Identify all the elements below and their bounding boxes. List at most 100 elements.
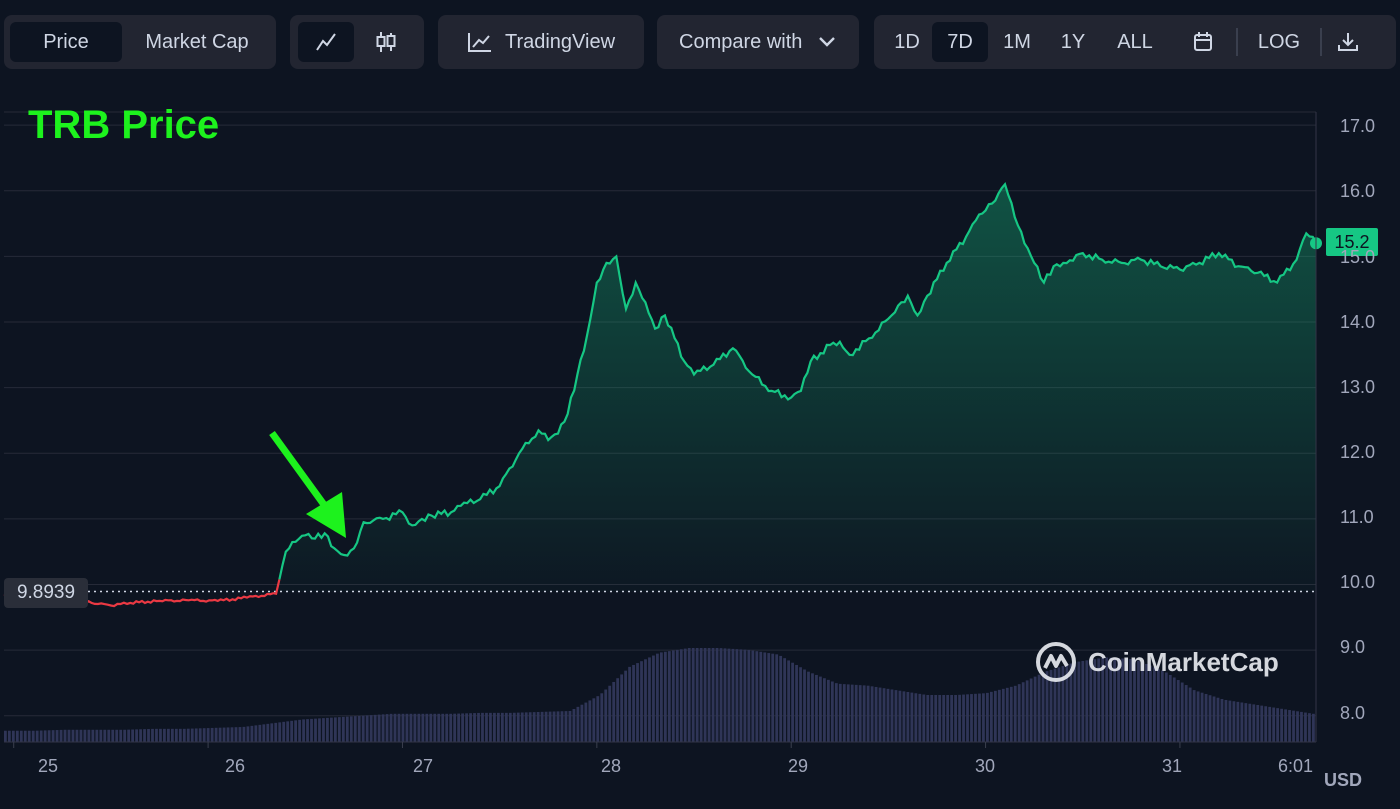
volume-bar [616,678,620,742]
tradingview-group: TradingView [438,15,644,69]
volume-bar [1280,708,1284,742]
volume-bar [556,711,560,742]
volume-bar [15,730,19,742]
range-1y-button[interactable]: 1Y [1060,30,1086,53]
volume-bar [238,727,242,742]
volume-bar [691,648,695,742]
arrow-head [306,492,346,538]
volume-bar [528,712,532,742]
volume-bar [159,728,162,742]
volume-bar [218,727,222,742]
line-chart-button[interactable] [298,22,354,62]
chevron-down-icon [819,37,835,47]
volume-bar [596,696,600,742]
volume-bar [795,664,798,742]
tab-market-cap[interactable]: Market Cap [145,30,249,53]
volume-bar [834,683,838,742]
volume-bar [87,729,91,742]
volume-bar [699,648,703,742]
volume-bar [819,676,822,742]
tradingview-chart-icon [467,33,491,52]
date-range-button[interactable] [1170,22,1236,62]
volume-bar [850,684,854,742]
volume-bar [958,694,961,742]
volume-bar [636,663,639,742]
volume-bar [373,714,377,742]
volume-bar [1176,680,1180,742]
volume-bar [178,728,182,742]
volume-bar [330,717,333,742]
volume-bar [731,648,735,742]
candlestick-button[interactable] [354,22,418,62]
volume-bar [950,695,954,742]
download-button[interactable] [1322,22,1374,62]
range-1d-button[interactable]: 1D [894,30,920,53]
range-7d-button[interactable]: 7D [932,22,988,62]
volume-bar [580,704,584,742]
volume-bars [4,648,1315,742]
watermark-text: CoinMarketCap [1088,646,1279,677]
volume-bar [294,720,298,742]
volume-bar [902,691,906,742]
volume-bar [1248,703,1252,742]
volume-bar [35,730,39,742]
volume-bar [393,713,397,742]
toolbar-divider [1236,28,1238,56]
volume-bar [1252,704,1256,742]
volume-bar [1216,697,1220,742]
volume-bar [1156,668,1160,742]
volume-bar [747,649,751,742]
volume-bar [63,729,67,742]
volume-bar [1001,688,1005,742]
volume-bar [1312,713,1315,742]
volume-bar [997,689,1001,742]
tab-price[interactable]: Price [10,22,122,62]
volume-bar [914,693,918,742]
volume-bar [1304,712,1307,742]
range-all-button[interactable]: ALL [1117,30,1153,53]
volume-bar [576,706,580,742]
volume-bar [870,686,874,742]
volume-bar [1101,657,1105,742]
volume-bar [1109,657,1113,742]
tradingview-button[interactable]: TradingView [438,22,644,62]
volume-bar [198,728,202,742]
volume-bar [1284,709,1287,742]
volume-bar [1041,672,1045,742]
volume-bar [1272,707,1276,742]
line-chart-icon [316,33,336,51]
volume-bar [1069,663,1073,742]
volume-bar [1113,657,1117,742]
volume-bar [727,648,731,742]
volume-bar [333,717,337,742]
volume-bar [401,713,405,742]
volume-bar [540,711,544,742]
volume-bar [604,689,608,742]
volume-bar [1009,686,1013,742]
volume-bar [807,671,810,742]
arrow-shaft [269,430,333,516]
volume-bar [489,712,492,742]
volume-bar [767,653,771,742]
volume-bar [1149,665,1152,742]
volume-bar [206,728,210,742]
range-1m-button[interactable]: 1M [1003,30,1031,53]
volume-bar [1025,680,1029,742]
volume-bar [1065,664,1069,742]
volume-bar [99,729,103,742]
volume-bar [1256,705,1260,742]
volume-bar [381,714,385,742]
volume-bar [942,695,946,742]
volume-bar [918,693,922,742]
compare-with-dropdown[interactable]: Compare with [657,22,859,62]
log-scale-button[interactable]: LOG [1257,30,1301,53]
volume-bar [274,722,278,742]
volume-bar [298,719,301,742]
volume-bar [1017,684,1021,742]
volume-bar [194,728,198,742]
volume-bar [1188,687,1192,742]
volume-bar [679,649,683,742]
price-line-above-open [278,181,1317,580]
volume-bar [1037,674,1041,742]
